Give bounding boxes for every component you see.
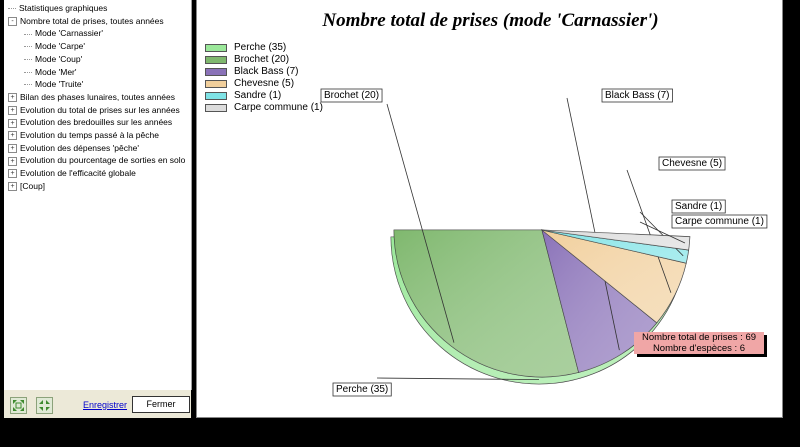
pie-chart: Perche (35) Brochet (20) Black Bass (7) Che… [320, 88, 768, 397]
legend-swatch [205, 56, 227, 64]
collapse-all-icon [39, 400, 50, 411]
slice-label: Carpe commune (1) [675, 216, 764, 227]
expand-toggle-icon[interactable]: + [8, 93, 17, 103]
tree-item-label: Evolution de l'efficacité globale [20, 168, 136, 179]
expand-toggle-icon[interactable]: + [8, 182, 17, 192]
legend-swatch [205, 44, 227, 52]
tree-item[interactable]: + Evolution des dépenses 'pêche' [8, 142, 139, 154]
expand-toggle-icon[interactable]: + [8, 169, 17, 179]
expand-all-icon [13, 400, 24, 411]
tree-item[interactable]: + Evolution de l'efficacité globale [8, 167, 136, 179]
tree-panel: Statistiques graphiques - Nombre total de … [4, 0, 192, 390]
chart-panel: Nombre total de prises (mode 'Carnassier… [196, 0, 783, 418]
footer-bar: Enregistrer Fermer [4, 390, 191, 418]
expand-toggle-icon[interactable]: + [8, 143, 17, 153]
slice-label-box [658, 156, 726, 171]
tree-item-label: Mode 'Coup' [35, 53, 83, 64]
tree-item-label: [Coup] [20, 180, 46, 191]
legend-swatch [205, 92, 227, 100]
slice-label-box [332, 382, 392, 397]
label-leader-line [626, 169, 672, 293]
collapse-toggle-icon[interactable]: - [8, 16, 17, 26]
tree-item[interactable]: + [Coup] [8, 180, 45, 192]
label-leader-line [639, 221, 686, 244]
pie-slice-shade [542, 230, 689, 264]
tree-item-label: Evolution des bredouilles sur les années [20, 117, 173, 128]
screen-border [0, 418, 800, 447]
legend-label: Chevesne (5) [234, 78, 295, 89]
chart-title: Nombre total de prises (mode 'Carnassier… [322, 10, 659, 31]
tree-connector [24, 46, 32, 48]
expand-toggle-icon[interactable]: + [8, 156, 17, 166]
tree-subitem[interactable]: Mode 'Carnassier' [24, 27, 103, 39]
legend-label: Sandre (1) [234, 90, 282, 101]
tree-item[interactable]: + Bilan des phases lunaires, toutes année… [8, 91, 175, 103]
legend-swatch [205, 104, 227, 112]
tree-subitem[interactable]: Mode 'Mer' [24, 66, 77, 78]
slice-label: Black Bass (7) [605, 90, 669, 101]
slice-label: Sandre (1) [675, 201, 722, 212]
tree-connector [8, 8, 16, 10]
tree-connector [24, 71, 32, 73]
tree-item[interactable]: + Evolution du total de prises sur les an… [8, 104, 180, 116]
tree-subitem[interactable]: Mode 'Carpe' [24, 40, 85, 52]
slice-label-box [671, 214, 768, 229]
tree-item-label: Evolution du pourcentage de sorties en s… [20, 155, 186, 166]
tree-item-label: Mode 'Carnassier' [35, 28, 103, 39]
slice-label-box [671, 199, 726, 214]
legend-label: Brochet (20) [234, 54, 290, 65]
tree-item[interactable]: + Evolution des bredouilles sur les année… [8, 116, 172, 128]
expand-all-button[interactable] [10, 397, 27, 414]
slice-label: Brochet (20) [324, 90, 379, 101]
slice-label: Perche (35) [336, 384, 388, 395]
tree-item-label: Nombre total de prises, toutes années [20, 15, 164, 26]
slice-label-box [320, 88, 383, 103]
tree-connector [24, 33, 32, 35]
tree-item-label: Mode 'Carpe' [35, 41, 86, 52]
legend-swatch [205, 68, 227, 76]
tree-item[interactable]: Statistiques graphiques [8, 2, 107, 14]
tree-item-label: Bilan des phases lunaires, toutes années [20, 91, 175, 102]
legend-swatch [205, 80, 227, 88]
legend-label: Carpe commune (1) [234, 102, 323, 113]
slice-label: Chevesne (5) [662, 158, 722, 169]
label-leader-line [386, 103, 455, 343]
tree-item-label: Evolution des dépenses 'pêche' [20, 142, 140, 153]
tree-item[interactable]: - Nombre total de prises, toutes années [8, 15, 164, 27]
tree-subitem[interactable]: Mode 'Coup' [24, 53, 82, 65]
register-link[interactable]: Enregistrer [83, 400, 128, 410]
close-button[interactable]: Fermer [132, 396, 190, 413]
tree-item-label: Statistiques graphiques [19, 3, 108, 13]
expand-toggle-icon[interactable]: + [8, 118, 17, 128]
tree-item[interactable]: + Evolution du temps passé à la pêche [8, 129, 159, 141]
expand-toggle-icon[interactable]: + [8, 105, 17, 115]
tree-connector [24, 84, 32, 86]
slice-label-box [601, 88, 673, 103]
tree-item-label: Mode 'Truite' [35, 79, 84, 90]
expand-toggle-icon[interactable]: + [8, 131, 17, 141]
pie-slice-shade [394, 230, 579, 378]
tree-connector [24, 59, 32, 61]
pie-slice-shade [542, 230, 687, 323]
pie-slice-shade [542, 230, 690, 251]
tree-item-label: Evolution du total de prises sur les ann… [20, 104, 180, 115]
legend-label: Black Bass (7) [234, 66, 299, 77]
summary-species: Nombre d'espèces : 6 [652, 343, 746, 354]
tree-subitem[interactable]: Mode 'Truite' [24, 78, 83, 90]
tree-item[interactable]: + Evolution du pourcentage de sorties en … [8, 154, 185, 166]
legend-label: Perche (35) [234, 42, 287, 53]
summary-box: Nombre total de prises : 69 Nombre d'esp… [634, 332, 764, 354]
tree-item-label: Mode 'Mer' [35, 66, 77, 77]
pie-slice-shade [542, 230, 657, 373]
summary-total: Nombre total de prises : 69 [641, 332, 757, 343]
label-leader-line [566, 97, 620, 351]
collapse-all-button[interactable] [36, 397, 53, 414]
label-leader-line [376, 377, 540, 380]
tree-item-label: Evolution du temps passé à la pêche [20, 130, 159, 140]
